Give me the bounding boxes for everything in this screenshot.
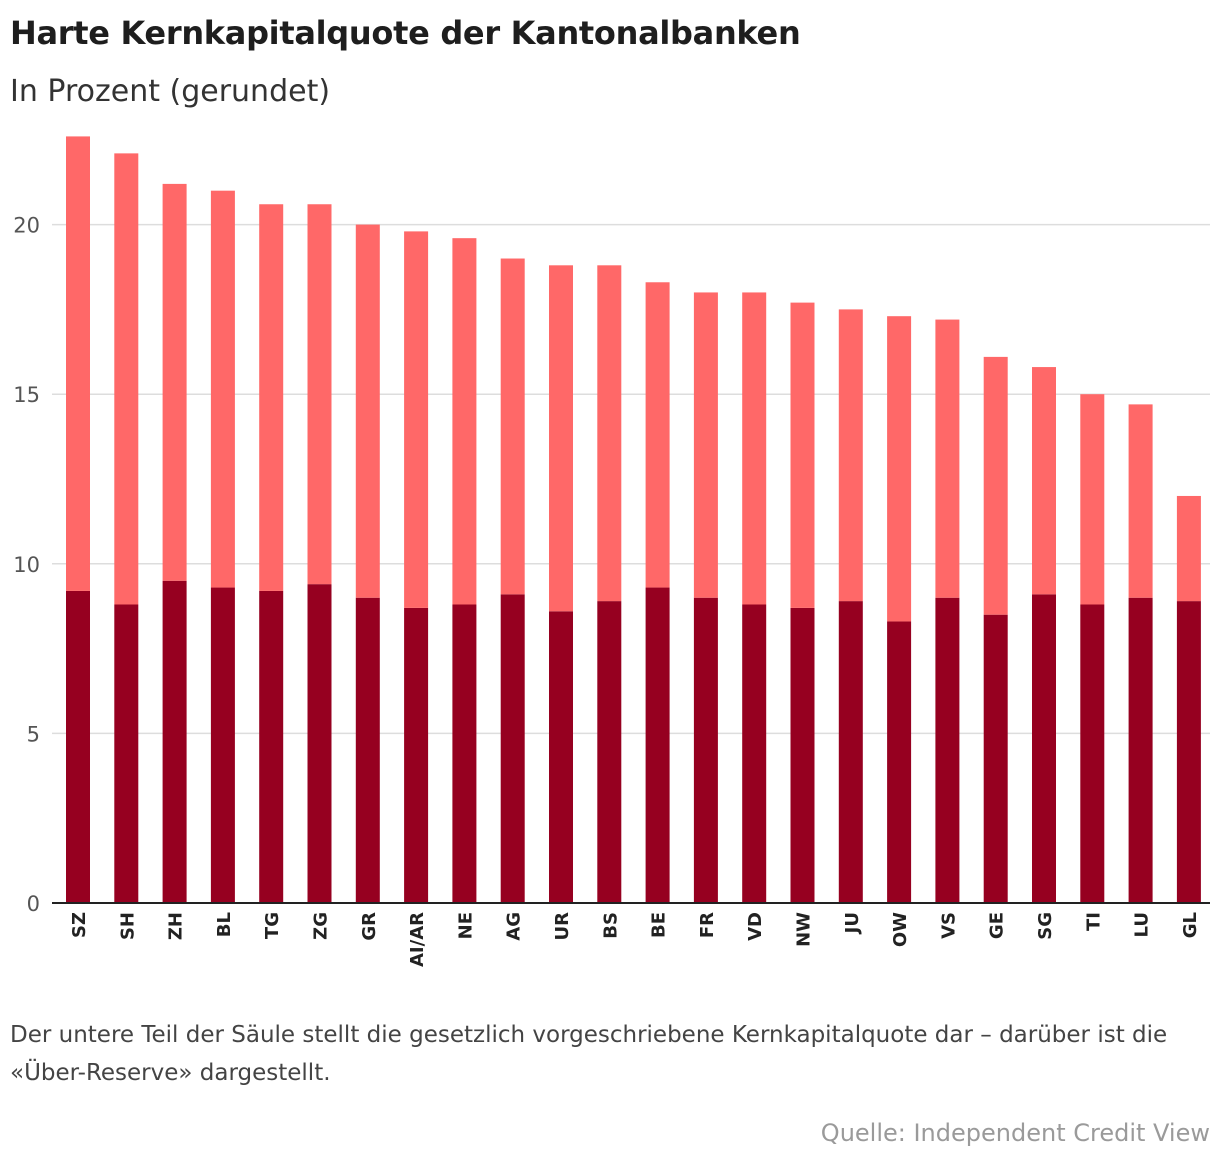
bar-reserve — [66, 136, 90, 591]
x-tick-label: NE — [455, 912, 476, 939]
bar-reserve — [162, 183, 187, 581]
grid-lines — [52, 223, 1210, 735]
y-tick-label: 0 — [27, 892, 40, 916]
stacked-bar-chart: 0 5 10 15 20 SZ SH ZH BL TG ZG GR AI/AR NE AG UR BS BE FR… — [13, 136, 1210, 967]
chart-subtitle: In Prozent (gerundet) — [10, 74, 331, 109]
x-tick-label: AG — [504, 912, 525, 941]
bar-required — [838, 601, 863, 903]
bar-required — [887, 621, 912, 903]
bar-reserve — [887, 316, 912, 622]
bar-reserve — [838, 309, 863, 602]
bar-reserve — [790, 302, 815, 608]
bar-required — [693, 597, 718, 903]
chart-note: Der untere Teil der Säule stellt die ges… — [10, 1022, 1168, 1086]
x-tick-label: AI/AR — [407, 912, 428, 967]
x-tick-label: GR — [359, 912, 380, 941]
x-tick-label: TI — [1083, 912, 1104, 931]
x-tick-label: JU — [842, 912, 863, 935]
bar-required — [645, 587, 670, 903]
bar-reserve — [355, 224, 380, 598]
bar-reserve — [1080, 394, 1105, 605]
bar-required — [452, 604, 477, 903]
bar-required — [742, 604, 767, 903]
bar-reserve — [549, 265, 573, 612]
x-tick-label: SG — [1035, 912, 1056, 940]
x-tick-label: GE — [987, 912, 1008, 939]
bar-reserve — [645, 282, 670, 588]
x-tick-label: BE — [649, 912, 670, 938]
bar-reserve — [404, 231, 429, 608]
x-tick-label: UR — [552, 912, 573, 941]
x-tick-label: OW — [890, 912, 911, 947]
bar-reserve — [597, 265, 622, 602]
x-tick-label: LU — [1132, 912, 1153, 937]
bar-reserve — [1032, 367, 1056, 595]
bar-reserve — [983, 356, 1008, 615]
y-tick-label: 20 — [13, 214, 40, 238]
bar-reserve — [935, 319, 960, 598]
y-tick-label: 5 — [27, 722, 40, 746]
bar-required — [259, 590, 284, 903]
x-tick-label: GL — [1180, 912, 1201, 938]
bar-required — [1080, 604, 1105, 903]
bar-required — [597, 601, 622, 903]
bar-reserve — [1128, 404, 1153, 598]
bar-required — [210, 587, 235, 903]
y-axis-ticks: 0 5 10 15 20 — [13, 214, 40, 916]
y-tick-label: 15 — [13, 383, 40, 407]
bar-required — [1032, 594, 1056, 903]
chart-title: Harte Kernkapitalquote der Kantonalbanke… — [10, 14, 801, 52]
bar-required — [1128, 597, 1153, 903]
x-tick-label: VD — [745, 912, 766, 941]
x-tick-label: SZ — [69, 912, 90, 938]
bar-reserve — [114, 153, 139, 605]
x-tick-label: ZG — [311, 912, 332, 940]
bar-reserve — [259, 204, 284, 591]
source-credit: Quelle: Independent Credit View — [820, 1119, 1210, 1147]
x-tick-label: TG — [262, 912, 283, 939]
x-tick-label: NW — [794, 912, 815, 947]
bar-required — [404, 607, 429, 903]
bar-reserve — [452, 238, 477, 605]
bar-required — [307, 584, 332, 903]
x-tick-label: BL — [214, 912, 235, 937]
bar-required — [983, 614, 1008, 903]
x-tick-label: BS — [600, 912, 621, 939]
x-axis-labels: SZ SH ZH BL TG ZG GR AI/AR NE AG UR BS BE FR VD NW JU OW V… — [69, 912, 1201, 967]
x-tick-label: SH — [117, 912, 138, 940]
bar-required — [790, 607, 815, 903]
bars — [66, 136, 1201, 903]
bar-reserve — [1176, 495, 1201, 602]
bar-reserve — [693, 292, 718, 598]
bar-reserve — [742, 292, 767, 605]
bar-reserve — [500, 258, 525, 595]
bar-required — [162, 580, 187, 903]
bar-reserve — [307, 204, 332, 585]
bar-required — [500, 594, 525, 903]
bar-required — [549, 611, 573, 903]
x-tick-label: FR — [697, 912, 718, 938]
y-tick-label: 10 — [13, 553, 40, 577]
x-tick-label: VS — [938, 912, 959, 939]
x-tick-label: ZH — [166, 912, 187, 940]
bar-required — [935, 597, 960, 903]
bar-required — [355, 597, 380, 903]
bar-required — [1176, 601, 1201, 903]
bar-required — [114, 604, 139, 903]
bar-required — [66, 590, 90, 903]
bar-reserve — [210, 190, 235, 588]
